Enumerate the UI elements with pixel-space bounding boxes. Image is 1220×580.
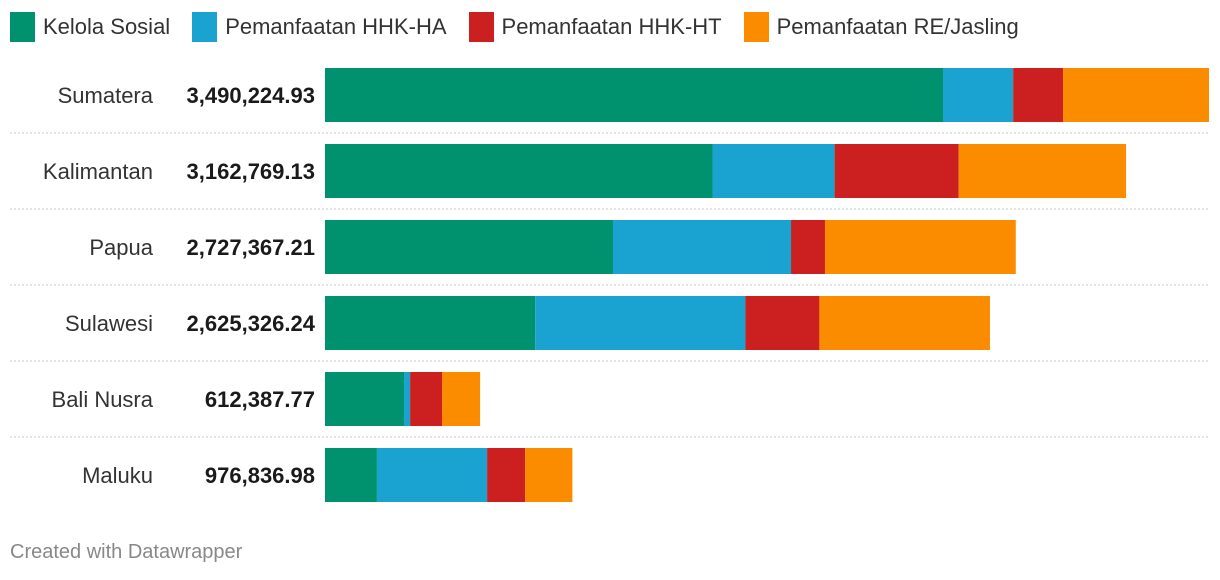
bar-segment-sumatera-pemanfaatan-re-jasling[interactable] <box>1063 68 1209 122</box>
category-label-papua: Papua <box>89 235 153 260</box>
category-label-kalimantan: Kalimantan <box>43 159 153 184</box>
bar-segment-sulawesi-pemanfaatan-hhk-ht[interactable] <box>745 296 820 350</box>
legend-swatch <box>743 12 769 42</box>
bar-segment-kalimantan-kelola-sosial[interactable] <box>325 144 713 198</box>
legend-swatch <box>10 12 35 42</box>
bar-segment-sumatera-pemanfaatan-hhk-ht[interactable] <box>1013 68 1064 122</box>
legend-swatch <box>468 12 494 42</box>
category-label-bali-nusra: Bali Nusra <box>52 387 154 412</box>
bar-segment-sulawesi-kelola-sosial[interactable] <box>325 296 536 350</box>
total-label-papua: 2,727,367.21 <box>187 235 315 260</box>
category-label-maluku: Maluku <box>82 463 153 488</box>
bar-segment-bali-nusra-pemanfaatan-hhk-ha[interactable] <box>404 372 411 426</box>
bar-segment-sumatera-kelola-sosial[interactable] <box>325 68 943 122</box>
total-label-bali-nusra: 612,387.77 <box>205 387 315 412</box>
legend-label: Kelola Sosial <box>43 14 171 39</box>
bar-segment-papua-pemanfaatan-hhk-ht[interactable] <box>791 220 825 274</box>
legend-label: Pemanfaatan RE/Jasling <box>776 14 1019 39</box>
legend: Kelola Sosial Pemanfaatan HHK-HA Pemanfa… <box>10 10 1019 44</box>
total-label-sulawesi: 2,625,326.24 <box>187 311 316 336</box>
legend-label: Pemanfaatan HHK-HA <box>225 14 447 39</box>
credit-text[interactable]: Created with Datawrapper <box>10 541 243 563</box>
legend-item-hhk-ht: Pemanfaatan HHK-HT <box>468 12 722 42</box>
legend-label: Pemanfaatan HHK-HT <box>501 14 722 39</box>
bar-segment-kalimantan-pemanfaatan-hhk-ht[interactable] <box>834 144 959 198</box>
legend-item-kelola-sosial: Kelola Sosial <box>10 12 170 42</box>
total-label-maluku: 976,836.98 <box>205 463 315 488</box>
bar-segment-maluku-pemanfaatan-hhk-ht[interactable] <box>487 448 526 502</box>
category-label-sulawesi: Sulawesi <box>65 311 153 336</box>
bar-segment-sumatera-pemanfaatan-hhk-ha[interactable] <box>943 68 1014 122</box>
bar-segment-sulawesi-pemanfaatan-re-jasling[interactable] <box>819 296 990 350</box>
bar-segment-kalimantan-pemanfaatan-hhk-ha[interactable] <box>712 144 835 198</box>
bar-segment-papua-pemanfaatan-re-jasling[interactable] <box>824 220 1016 274</box>
bar-segment-maluku-pemanfaatan-re-jasling[interactable] <box>525 448 573 502</box>
bar-segment-papua-pemanfaatan-hhk-ha[interactable] <box>612 220 792 274</box>
total-label-kalimantan: 3,162,769.13 <box>187 159 315 184</box>
stacked-bar-chart: Sumatera 3,490,224.93 Kalimantan 3,162,769.… <box>10 68 1210 502</box>
bar-segment-sulawesi-pemanfaatan-hhk-ha[interactable] <box>535 296 746 350</box>
bar-segment-bali-nusra-pemanfaatan-hhk-ht[interactable] <box>410 372 443 426</box>
bar-segment-bali-nusra-pemanfaatan-re-jasling[interactable] <box>442 372 481 426</box>
bar-segment-maluku-kelola-sosial[interactable] <box>325 448 377 502</box>
total-label-sumatera: 3,490,224.93 <box>187 83 315 108</box>
bar-segment-papua-kelola-sosial[interactable] <box>325 220 613 274</box>
bar-segment-bali-nusra-kelola-sosial[interactable] <box>325 372 405 426</box>
category-label-sumatera: Sumatera <box>58 83 154 108</box>
legend-item-re-jasling: Pemanfaatan RE/Jasling <box>743 12 1019 42</box>
bar-segment-maluku-pemanfaatan-hhk-ha[interactable] <box>376 448 488 502</box>
bar-segment-kalimantan-pemanfaatan-re-jasling[interactable] <box>958 144 1127 198</box>
legend-swatch <box>192 12 218 42</box>
legend-item-hhk-ha: Pemanfaatan HHK-HA <box>192 12 447 42</box>
